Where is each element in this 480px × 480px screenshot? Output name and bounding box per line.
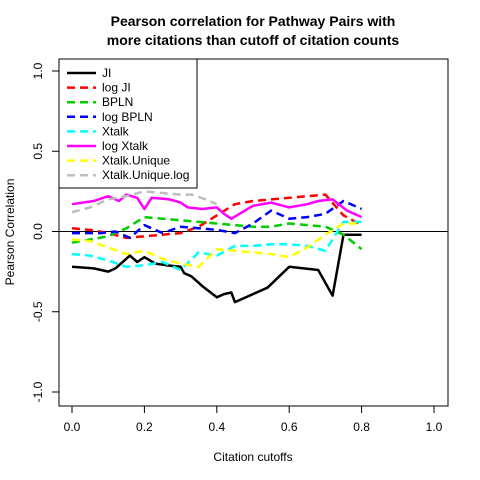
x-tick-label: 0.2: [136, 420, 153, 434]
series-line-0: [71, 233, 362, 304]
x-tick-label: 0.4: [208, 420, 225, 434]
series-lines: [71, 190, 363, 304]
series-line-6: [71, 222, 362, 269]
x-tick-label: 1.0: [426, 420, 443, 434]
y-tick-label: -0.5: [31, 301, 45, 322]
series-line-4: [71, 220, 362, 272]
legend-label: log Xtalk: [102, 139, 149, 153]
x-axis-label: Citation cutoffs: [213, 450, 292, 464]
y-axis-label: Pearson Correlation: [3, 179, 17, 286]
legend-label: log BPLN: [102, 110, 153, 124]
legend-label: Xtalk: [102, 124, 130, 138]
y-tick-label: 1.0: [31, 62, 45, 79]
legend-label: BPLN: [102, 95, 133, 109]
legend-box: [58, 58, 198, 189]
x-axis: 0.0 0.2 0.4 0.6 0.8 1.0: [64, 405, 443, 434]
x-tick-label: 0.0: [64, 420, 81, 434]
x-tick-label: 0.6: [281, 420, 298, 434]
y-tick-label: -1.0: [31, 381, 45, 402]
chart-title-line-1: Pearson correlation for Pathway Pairs wi…: [111, 13, 396, 29]
y-tick-label: 0.0: [31, 223, 45, 240]
series-line-7: [71, 190, 218, 214]
x-tick-label: 0.8: [353, 420, 370, 434]
legend-label: JI: [102, 66, 111, 80]
series-line-3: [72, 199, 363, 240]
y-tick-label: 0.5: [31, 143, 45, 160]
series-line-2: [71, 215, 363, 251]
legend-label: Xtalk.Unique.log: [102, 168, 189, 182]
legend-label: Xtalk.Unique: [102, 154, 170, 168]
legend-label: log JI: [102, 81, 131, 95]
series-line-1: [71, 193, 363, 240]
chart-title-line-2: more citations than cutoff of citation c…: [107, 32, 400, 48]
